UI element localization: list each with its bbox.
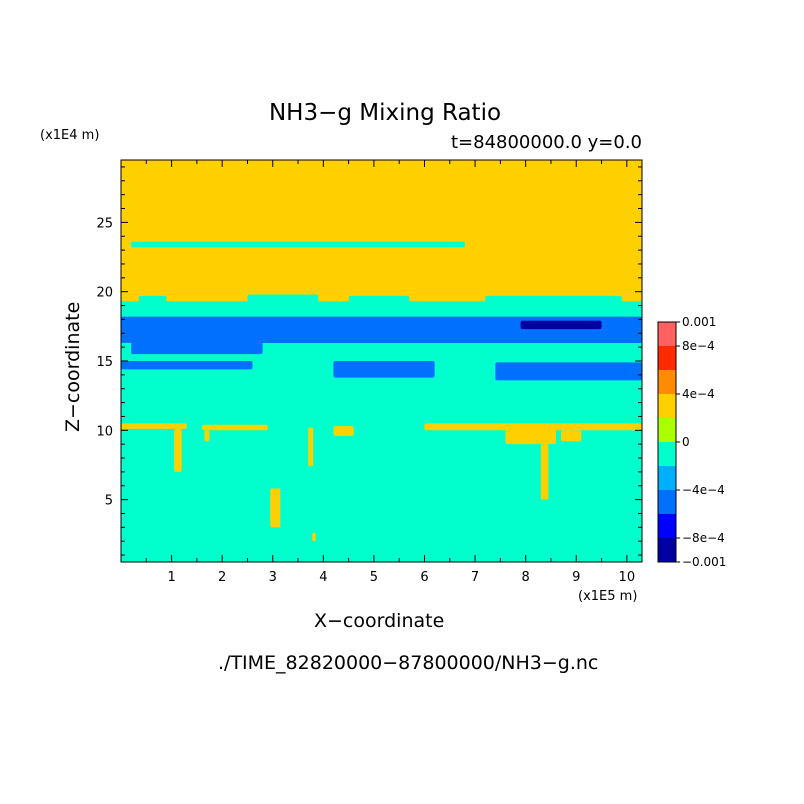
- y-tick-label-20: 20: [96, 286, 113, 301]
- contour-region-13: [520, 320, 602, 330]
- x-tick-label-5: 5: [370, 570, 378, 585]
- chart-title: NH3−g Mixing Ratio: [268, 100, 502, 126]
- x-axis-label: X−coordinate: [314, 610, 445, 632]
- y-tick-label-5: 5: [105, 494, 113, 509]
- colorbar-label: 0: [682, 435, 690, 449]
- x-tick-label-7: 7: [471, 570, 479, 585]
- y-tick-label-15: 15: [96, 355, 113, 370]
- contour-region-0: [121, 160, 642, 292]
- contour-region-8: [121, 316, 642, 343]
- colorbar-band-0: [658, 538, 676, 562]
- contour-region-10: [121, 361, 253, 370]
- contour-region-11: [333, 361, 435, 378]
- colorbar-band-6: [658, 394, 676, 418]
- contour-region-7: [131, 241, 465, 248]
- y-tick-label-10: 10: [96, 424, 113, 439]
- contour-region-22: [424, 423, 642, 431]
- contour-region-15: [174, 428, 182, 472]
- colorbar: 0.001 8e−4 4e−4 0 −4e−4 −8e−4 −0.001: [657, 315, 726, 569]
- colorbar-band-2: [658, 490, 676, 514]
- contour-region-3: [247, 294, 319, 303]
- contour-region-19: [270, 488, 281, 528]
- colorbar-band-4: [658, 442, 676, 466]
- x-axis: 1 2 3 4 5 6 7 8 9 10: [145, 160, 636, 585]
- colorbar-band-8: [658, 346, 676, 370]
- x-tick-label-1: 1: [167, 570, 175, 585]
- colorbar-band-7: [658, 370, 676, 394]
- x-axis-unit: (x1E5 m): [578, 589, 638, 604]
- x-tick-label-3: 3: [269, 570, 277, 585]
- colorbar-label: −4e−4: [682, 483, 725, 497]
- x-tick-label-8: 8: [522, 570, 530, 585]
- contour-region-14: [121, 423, 187, 429]
- colorbar-label: 4e−4: [682, 387, 715, 401]
- x-tick-label-2: 2: [218, 570, 226, 585]
- colorbar-label: 0.001: [682, 315, 716, 329]
- contour-region-24: [540, 444, 549, 500]
- contour-region-12: [495, 362, 642, 381]
- contour-region-23: [505, 428, 557, 445]
- contour-region-20: [312, 532, 316, 542]
- chart-subtitle: t=84800000.0 y=0.0: [450, 132, 642, 153]
- contour-region-21: [333, 426, 354, 436]
- colorbar-band-5: [658, 418, 676, 442]
- colorbar-label: 8e−4: [682, 339, 715, 353]
- contour-region-25: [561, 430, 582, 442]
- contour-region-6: [121, 301, 642, 317]
- contour-region-9: [131, 341, 263, 355]
- contour-field: [121, 160, 642, 562]
- y-axis-unit: (x1E4 m): [40, 128, 100, 143]
- contour-region-17: [204, 430, 210, 442]
- file-path: ./TIME_82820000−87800000/NH3−g.nc: [218, 652, 599, 674]
- y-tick-label-25: 25: [96, 216, 113, 231]
- x-tick-label-9: 9: [572, 570, 580, 585]
- contour-region-16: [201, 424, 268, 431]
- x-tick-label-4: 4: [319, 570, 327, 585]
- colorbar-band-3: [658, 466, 676, 490]
- colorbar-band-9: [658, 322, 676, 346]
- contour-region-4: [348, 295, 410, 303]
- colorbar-band-1: [658, 514, 676, 538]
- x-tick-label-6: 6: [420, 570, 428, 585]
- contour-region-18: [308, 427, 314, 467]
- colorbar-label: −0.001: [682, 555, 726, 569]
- x-tick-label-10: 10: [619, 570, 636, 585]
- colorbar-label: −8e−4: [682, 531, 725, 545]
- y-axis: 5 10 15 20 25: [96, 166, 642, 556]
